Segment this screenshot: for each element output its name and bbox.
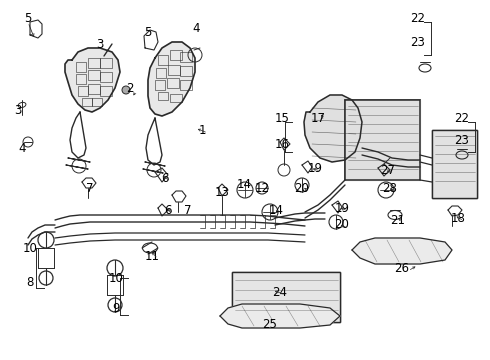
Text: 23: 23 (411, 36, 425, 49)
Text: 22: 22 (411, 12, 425, 24)
Bar (158, 92, 168, 100)
Bar (156, 68, 166, 78)
Bar (88, 70, 100, 80)
Polygon shape (232, 272, 340, 322)
Circle shape (122, 86, 130, 94)
Bar (180, 52, 192, 62)
Text: 14: 14 (269, 203, 284, 216)
Bar (100, 86, 112, 96)
Text: 8: 8 (26, 275, 34, 288)
Bar (170, 94, 182, 102)
Bar (232, 272, 340, 322)
Text: 19: 19 (335, 202, 349, 215)
Polygon shape (220, 304, 340, 328)
Bar (345, 100, 420, 180)
Text: 1: 1 (198, 123, 206, 136)
Text: 15: 15 (274, 112, 290, 125)
Text: 2: 2 (126, 81, 134, 94)
Bar (432, 130, 477, 198)
Bar (180, 66, 192, 76)
Text: 19: 19 (308, 162, 322, 175)
Text: 20: 20 (294, 181, 310, 194)
Bar (76, 74, 86, 84)
Text: 12: 12 (254, 181, 270, 194)
Text: 16: 16 (274, 139, 290, 152)
Text: 9: 9 (112, 302, 120, 315)
Text: 5: 5 (145, 26, 152, 39)
Text: 6: 6 (164, 203, 172, 216)
Text: 23: 23 (455, 134, 469, 147)
Bar (232, 272, 340, 322)
Bar (180, 80, 192, 90)
Polygon shape (345, 100, 420, 180)
Polygon shape (352, 238, 452, 264)
Bar (167, 78, 179, 88)
Polygon shape (65, 48, 120, 112)
Text: 25: 25 (263, 319, 277, 332)
Text: 18: 18 (451, 211, 465, 225)
Text: 17: 17 (311, 112, 325, 125)
Bar (82, 98, 92, 106)
Text: 21: 21 (391, 213, 406, 226)
Text: 14: 14 (237, 179, 251, 192)
Text: 5: 5 (24, 12, 32, 24)
Bar (345, 100, 420, 180)
Text: 7: 7 (184, 203, 192, 216)
Text: 26: 26 (394, 261, 410, 274)
Text: 28: 28 (383, 181, 397, 194)
Polygon shape (304, 95, 362, 162)
Text: 27: 27 (381, 163, 395, 176)
Bar (432, 130, 477, 198)
Text: 4: 4 (18, 141, 26, 154)
Text: 7: 7 (86, 181, 94, 194)
Bar (100, 58, 112, 68)
Text: 24: 24 (272, 285, 288, 298)
Bar (78, 86, 88, 96)
Bar (92, 98, 102, 106)
Bar (155, 80, 165, 90)
Text: 20: 20 (335, 219, 349, 231)
Polygon shape (148, 42, 195, 116)
Text: 11: 11 (145, 249, 160, 262)
Bar (100, 72, 112, 82)
Bar (170, 50, 182, 60)
Text: 22: 22 (455, 112, 469, 125)
Text: 13: 13 (215, 185, 229, 198)
Bar (158, 55, 168, 65)
Text: 10: 10 (23, 242, 37, 255)
Polygon shape (432, 130, 477, 198)
Bar (88, 84, 100, 94)
Text: 6: 6 (161, 171, 169, 184)
Text: 10: 10 (109, 271, 123, 284)
Text: 3: 3 (14, 104, 22, 117)
Bar (168, 65, 180, 75)
Bar (88, 58, 100, 68)
Text: 3: 3 (97, 39, 104, 51)
Text: 4: 4 (192, 22, 200, 35)
Bar (76, 62, 86, 72)
